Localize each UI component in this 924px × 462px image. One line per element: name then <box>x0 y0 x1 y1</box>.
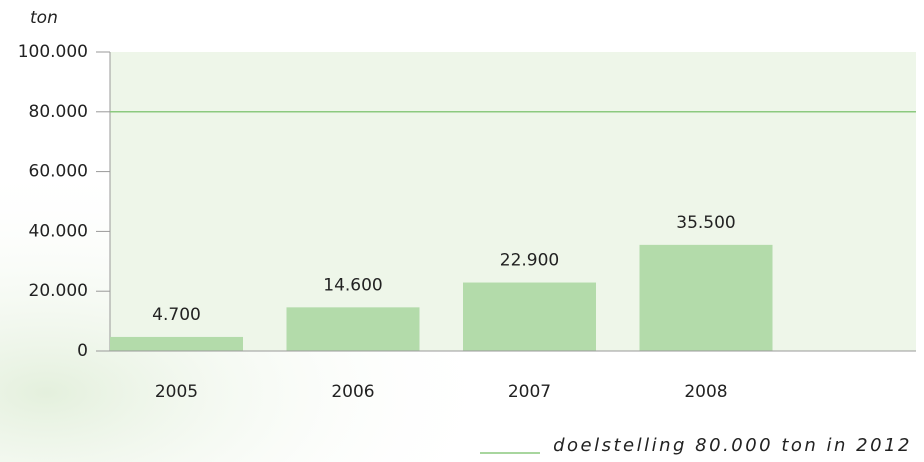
bar <box>286 307 420 351</box>
legend-label: doelstelling 80.000 ton in 2012 <box>553 435 912 456</box>
x-tick-label: 2007 <box>508 382 551 402</box>
y-tick-label: 20.000 <box>29 281 88 301</box>
bar <box>463 282 596 351</box>
value-label: 35.500 <box>676 213 735 233</box>
bar <box>110 336 243 351</box>
x-tick-label: 2008 <box>684 382 727 402</box>
y-tick-label: 80.000 <box>29 102 88 122</box>
value-label: 22.900 <box>500 251 559 271</box>
y-axis-label: ton <box>30 8 58 28</box>
x-tick-label: 2006 <box>331 382 374 402</box>
y-tick-label: 100.000 <box>18 42 88 62</box>
y-tick-label: 60.000 <box>29 162 88 182</box>
bar <box>639 244 773 351</box>
y-tick-label: 0 <box>77 341 88 361</box>
y-tick-label: 40.000 <box>29 221 88 241</box>
value-label: 4.700 <box>152 305 201 325</box>
value-label: 14.600 <box>323 275 382 295</box>
x-tick-label: 2005 <box>155 382 198 402</box>
